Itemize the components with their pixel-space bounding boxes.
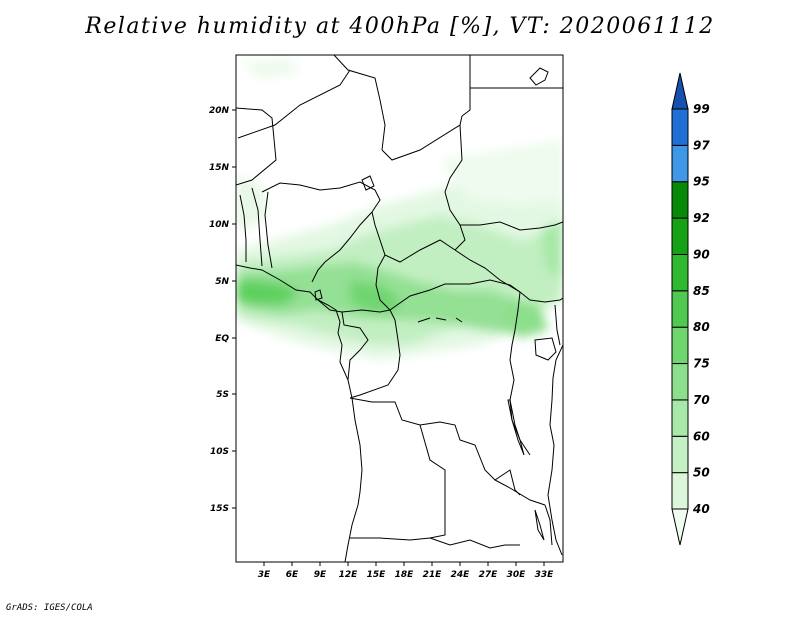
lon-label-3e: 3E — [258, 570, 271, 580]
humidity-shading — [236, 58, 563, 360]
colorbar: 40 50 60 70 75 80 85 90 92 95 97 99 — [671, 72, 710, 546]
lon-label-6e: 6E — [286, 570, 299, 580]
congo-river-dashes — [417, 317, 463, 323]
lon-label-27e: 27E — [479, 570, 499, 580]
colorbar-segment — [671, 253, 689, 292]
border-chad-car — [371, 211, 456, 263]
humidity-core-gulf — [236, 280, 300, 305]
border-niger-north — [237, 69, 351, 139]
map-frame — [235, 54, 564, 563]
latitude-ticks — [232, 109, 236, 509]
colorbar-lower-arrow — [671, 508, 689, 546]
lat-label-10n: 10N — [209, 220, 230, 230]
lon-label-21e: 21E — [423, 570, 443, 580]
colorbar-label: 90 — [693, 247, 710, 261]
lat-label-20n: 20N — [209, 106, 230, 116]
country-borders — [236, 55, 563, 562]
border-gabon-congo — [341, 311, 369, 381]
footer-credit: GrADS: IGES/COLA — [6, 603, 93, 613]
border-drc-angola — [349, 397, 521, 496]
border-south-sudan-uganda — [519, 291, 563, 303]
border-togo-benin — [251, 187, 263, 267]
colorbar-label: 40 — [692, 502, 710, 516]
lon-label-12e: 12E — [339, 570, 359, 580]
border-chad-libya — [381, 115, 463, 161]
border-algeria-libya — [333, 55, 386, 151]
colorbar-segment — [671, 472, 689, 510]
border-benin-nigeria — [264, 191, 273, 269]
colorbar-label: 95 — [693, 175, 710, 189]
lake-tanganyika — [507, 399, 525, 456]
colorbar-upper-arrow — [671, 72, 689, 110]
lat-label-eq: EQ — [215, 334, 229, 344]
lat-label-10s: 10S — [210, 447, 229, 457]
latitude-labels: 20N 15N 10N 5N EQ 5S 10S 15S — [209, 106, 230, 514]
colorbar-segment — [671, 326, 689, 365]
colorbar-label: 70 — [693, 393, 710, 407]
border-angola-namibia — [350, 537, 431, 541]
border-congo-drc — [349, 309, 401, 399]
colorbar-label: 80 — [693, 320, 710, 334]
colorbar-label: 85 — [693, 284, 710, 298]
humidity-core-central — [350, 280, 400, 312]
lon-label-15e: 15E — [367, 570, 387, 580]
border-egypt-libya — [461, 55, 471, 117]
border-chad-sudan — [444, 124, 466, 251]
colorbar-label: 75 — [693, 357, 710, 371]
border-tanzania-mozambique — [544, 504, 553, 546]
humidity-patch-east-edge — [540, 220, 563, 280]
colorbar-segment — [671, 217, 689, 255]
colorbar-segment — [671, 435, 689, 474]
border-sudan-south-sudan — [460, 221, 563, 231]
border-mali-niger — [236, 107, 277, 186]
colorbar-segment — [671, 399, 689, 437]
colorbar-label: 50 — [693, 466, 710, 480]
colorbar-segment — [671, 363, 689, 401]
border-uganda-kenya — [554, 304, 561, 346]
border-niger-nigeria — [261, 181, 381, 213]
border-nigeria-cameroon — [311, 211, 373, 283]
border-zambia-zimbabwe — [429, 537, 520, 549]
lat-label-5n: 5N — [215, 277, 229, 287]
colorbar-label: 97 — [693, 138, 710, 152]
lake-victoria — [534, 337, 557, 361]
colorbar-segment — [671, 108, 689, 146]
colorbar-label: 60 — [693, 429, 710, 443]
humidity-band-light-north — [440, 140, 563, 205]
border-cameroon-south — [317, 299, 391, 313]
border-car-south-sudan — [454, 249, 521, 293]
lat-label-15s: 15S — [210, 504, 229, 514]
coast-northeast-islands — [529, 67, 549, 86]
border-cameroon-car — [375, 254, 391, 311]
map-title: Relative humidity at 400hPa [%], VT: 202… — [85, 14, 715, 39]
lake-malawi — [534, 509, 545, 541]
lon-label-30e: 30E — [507, 570, 527, 580]
colorbar-segment — [671, 181, 689, 219]
lake-chad — [361, 175, 375, 191]
colorbar-segment — [671, 144, 689, 183]
humidity-core-east — [505, 300, 548, 338]
border-drc-uganda-rwanda — [509, 291, 531, 456]
longitude-labels: 3E 6E 9E 12E 15E 18E 21E 24E 27E 30E 33E — [258, 570, 554, 580]
humidity-patch-northwest — [240, 58, 300, 80]
lat-label-15n: 15N — [209, 163, 230, 173]
border-ghana-togo — [239, 194, 247, 262]
border-zambia-tanzania — [494, 479, 546, 506]
longitude-ticks — [263, 562, 545, 566]
lat-label-5s: 5S — [216, 390, 229, 400]
coastline-east-africa — [547, 344, 563, 556]
lon-label-9e: 9E — [314, 570, 327, 580]
colorbar-label: 92 — [693, 211, 710, 225]
coastline-west-africa — [236, 264, 363, 562]
lon-label-33e: 33E — [535, 570, 555, 580]
border-angola-zambia — [419, 424, 446, 539]
colorbar-segment — [671, 290, 689, 328]
equatorial-islands — [314, 289, 323, 301]
colorbar-label: 99 — [693, 102, 710, 116]
lon-label-18e: 18E — [395, 570, 415, 580]
lon-label-24e: 24E — [451, 570, 471, 580]
